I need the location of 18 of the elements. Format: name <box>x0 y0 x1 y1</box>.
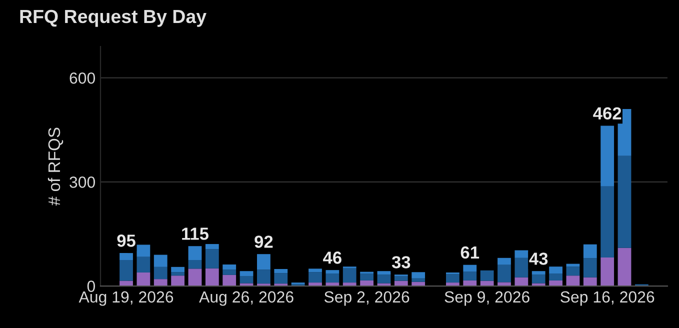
x-tick-label: Sep 2, 2026 <box>324 291 410 306</box>
x-tick-label: Aug 26, 2026 <box>199 291 294 306</box>
total-label: 43 <box>529 252 548 265</box>
total-label: 95 <box>117 234 136 247</box>
total-label: 46 <box>323 252 342 264</box>
total-label: 115 <box>182 228 209 240</box>
chart-title: RFQ Request By Day <box>20 10 206 27</box>
x-tick-label: Sep 16, 2026 <box>560 291 654 306</box>
x-tick-label: Aug 19, 2026 <box>78 291 174 306</box>
total-label: 462 <box>593 107 622 120</box>
x-tick-label: Sep 9, 2026 <box>444 291 530 306</box>
y-tick-label: 600 <box>70 72 96 84</box>
total-label: 61 <box>460 246 480 259</box>
total-label: 33 <box>392 256 410 268</box>
y-tick-label: 300 <box>70 176 96 188</box>
total-label: 92 <box>254 236 273 248</box>
y-tick-label: 0 <box>87 280 96 292</box>
y-axis-title: # of RFQS <box>48 128 64 206</box>
